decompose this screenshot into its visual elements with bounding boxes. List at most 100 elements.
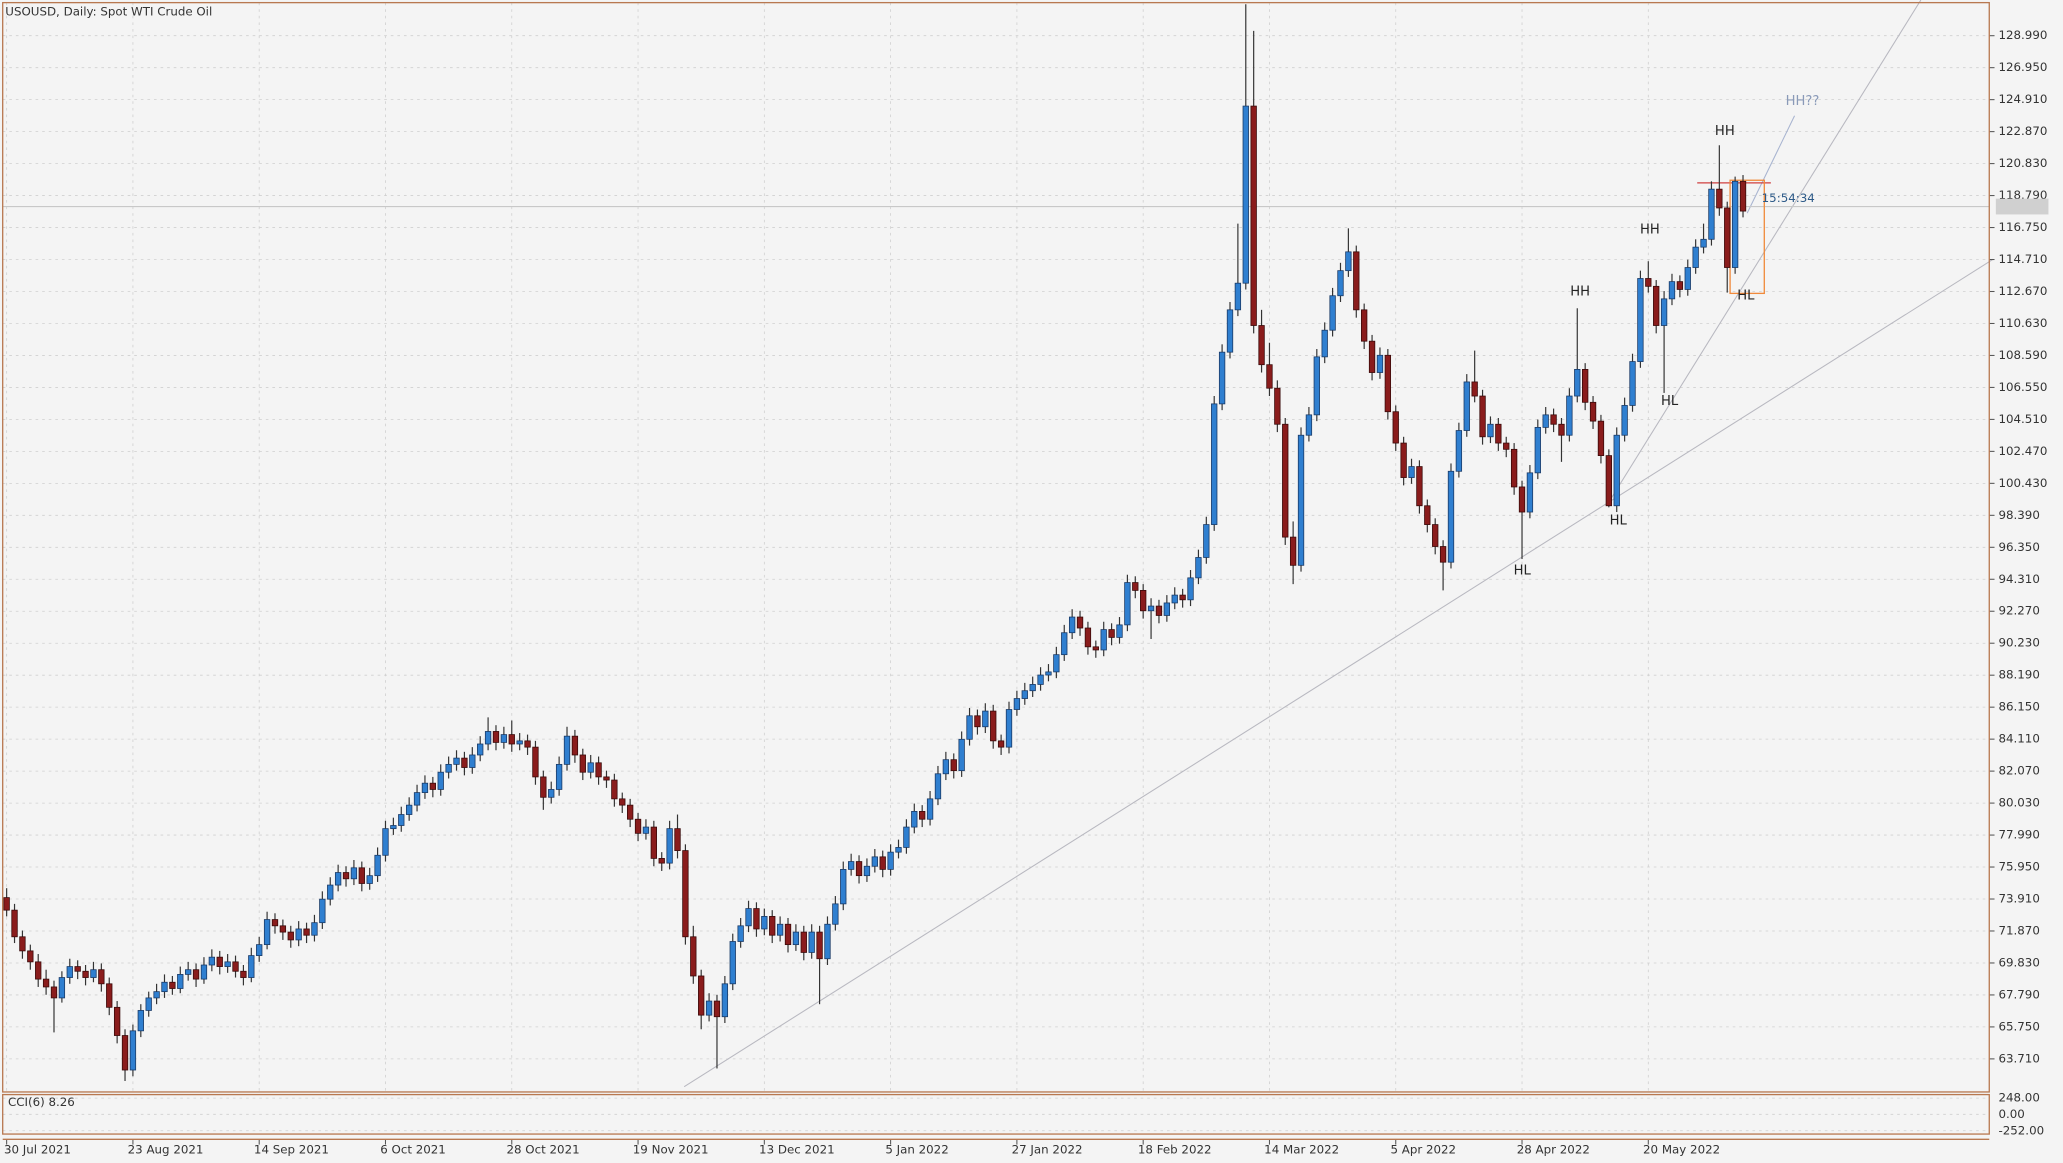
candle-body xyxy=(113,1006,121,1036)
candle-body xyxy=(1037,674,1044,685)
candle-body xyxy=(658,858,665,864)
candle-body xyxy=(1147,605,1155,612)
candle-body xyxy=(887,851,894,870)
candle-body xyxy=(216,956,223,967)
y-tick-label: 118.790 xyxy=(1998,188,2047,202)
candle-body xyxy=(650,826,657,859)
x-tick-label: 6 Oct 2021 xyxy=(380,1142,446,1156)
candle-body xyxy=(98,969,105,985)
candle-body xyxy=(303,928,310,936)
candle-body xyxy=(982,710,989,728)
candle-body xyxy=(35,961,42,980)
y-tick-label: 90.230 xyxy=(1998,636,2039,650)
candle-body xyxy=(429,782,436,790)
x-tick-label: 13 Dec 2021 xyxy=(759,1142,835,1156)
x-tick-label: 23 Aug 2021 xyxy=(128,1142,204,1156)
candle-body xyxy=(287,931,294,941)
candle-body xyxy=(461,757,468,768)
indicator-tick-label: -252.00 xyxy=(1998,1123,2044,1137)
candle-body xyxy=(1660,298,1668,326)
candle-body xyxy=(445,763,452,773)
candle-body xyxy=(177,974,184,989)
candle-body xyxy=(1289,536,1297,566)
candle-body xyxy=(942,759,950,775)
candle-body xyxy=(563,735,571,765)
candle-body xyxy=(966,715,973,740)
candle-body xyxy=(161,981,168,993)
candle-body xyxy=(1463,381,1470,431)
candle-body xyxy=(895,847,902,853)
candle-body xyxy=(3,897,10,911)
y-tick-label: 96.350 xyxy=(1998,540,2039,554)
candle-body xyxy=(690,936,697,977)
candle-body xyxy=(934,773,942,800)
candle-body xyxy=(1582,369,1589,403)
annotation: HH xyxy=(1570,285,1590,300)
candle-body xyxy=(595,762,602,778)
x-tick-label: 20 May 2022 xyxy=(1643,1142,1720,1156)
candle-body xyxy=(437,771,444,790)
candle-body xyxy=(571,735,579,756)
candle-body xyxy=(42,978,50,988)
annotation: HL xyxy=(1514,563,1532,578)
y-tick-label: 63.710 xyxy=(1998,1051,2039,1065)
indicator-frame xyxy=(2,1093,1990,1135)
candle-body xyxy=(1329,295,1336,331)
candle-body xyxy=(169,981,176,989)
candle-body xyxy=(248,955,255,978)
annotation: HL xyxy=(1661,394,1679,409)
y-tick-label: 116.750 xyxy=(1998,220,2047,234)
candle-body xyxy=(698,975,705,1016)
candle-body xyxy=(508,734,515,745)
candle-body xyxy=(421,782,429,793)
candle-body xyxy=(90,969,97,978)
candle-body xyxy=(453,757,460,765)
candle-body xyxy=(1629,361,1636,406)
candle-body xyxy=(1250,105,1257,326)
candle-body xyxy=(1479,395,1486,438)
candle-body xyxy=(240,970,247,978)
candle-body xyxy=(1313,356,1320,416)
candle-body xyxy=(1471,381,1478,397)
candle-body xyxy=(619,798,626,806)
annotation: HL xyxy=(1610,513,1628,528)
candle-body xyxy=(1526,472,1534,513)
candle-body xyxy=(871,856,878,867)
candle-body xyxy=(271,919,279,927)
candle-body xyxy=(1432,524,1439,547)
annotation: HH?? xyxy=(1786,94,1820,109)
candle-body xyxy=(295,928,302,941)
candle-body xyxy=(1368,340,1376,373)
x-tick-label: 28 Oct 2021 xyxy=(507,1142,580,1156)
indicator-label: CCI(6) 8.26 xyxy=(8,1095,75,1109)
candle-body xyxy=(358,867,365,884)
candle-body xyxy=(1179,594,1186,601)
y-tick-label: 100.430 xyxy=(1998,476,2047,490)
candle-body xyxy=(1534,426,1541,474)
candle-body xyxy=(745,908,752,927)
candle-body xyxy=(413,792,421,806)
candle-body xyxy=(1495,423,1502,444)
x-tick-label: 19 Nov 2021 xyxy=(633,1142,709,1156)
y-tick-label: 80.030 xyxy=(1998,796,2039,810)
candle-body xyxy=(524,740,531,748)
y-tick-label: 114.710 xyxy=(1998,252,2047,266)
candle-body xyxy=(784,923,792,946)
candle-body xyxy=(1100,629,1107,651)
candle-body xyxy=(1053,654,1060,673)
y-tick-label: 92.270 xyxy=(1998,604,2039,618)
candle-body xyxy=(1668,281,1676,300)
y-tick-label: 128.990 xyxy=(1998,28,2047,42)
candle-body xyxy=(824,923,831,960)
y-tick-label: 112.670 xyxy=(1998,284,2047,298)
candle-body xyxy=(674,828,681,851)
candle-body xyxy=(1282,423,1289,538)
candle-body xyxy=(611,779,618,800)
candle-body xyxy=(713,1000,721,1018)
candle-body xyxy=(847,861,855,870)
candle-body xyxy=(737,925,744,942)
y-tick-label: 104.510 xyxy=(1998,412,2047,426)
candle-body xyxy=(729,941,736,985)
annotation: HH xyxy=(1715,124,1735,139)
x-tick-label: 27 Jan 2022 xyxy=(1012,1142,1083,1156)
